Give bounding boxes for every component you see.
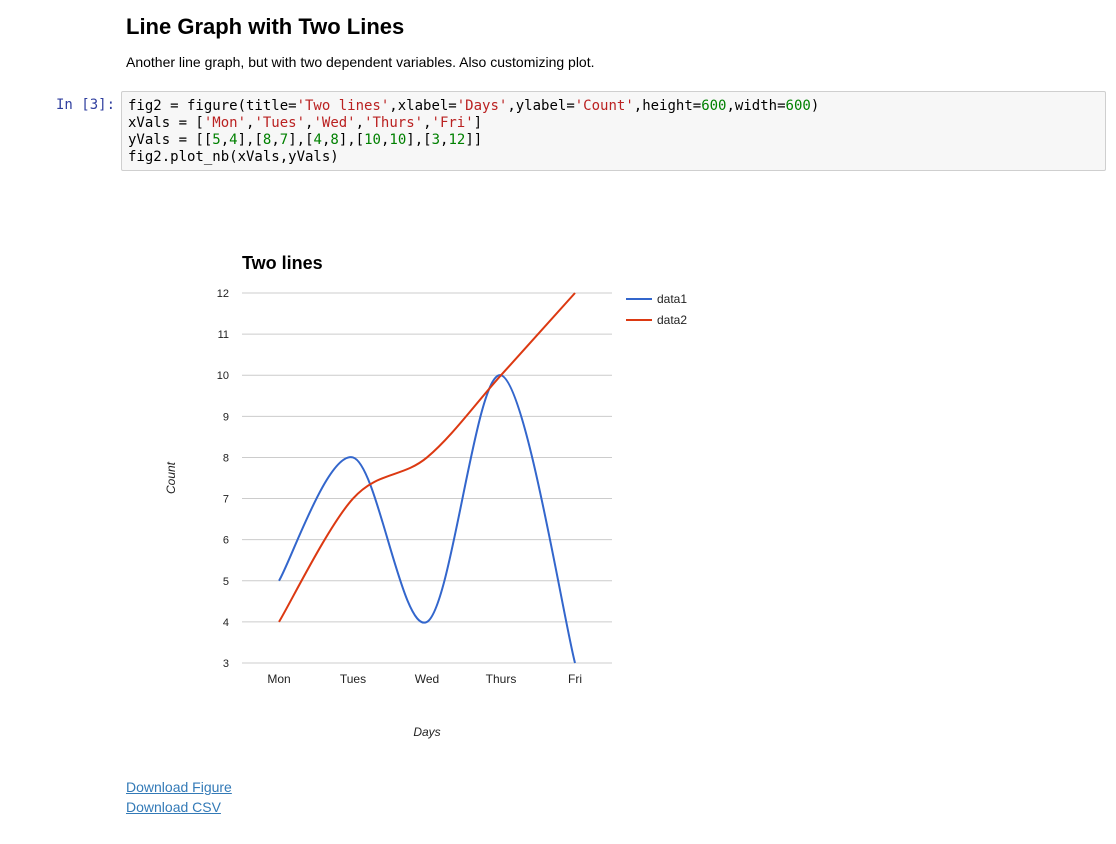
- code-token: ,: [440, 132, 449, 148]
- code-token: 'Days': [456, 98, 508, 114]
- markdown-description: Another line graph, but with two depende…: [126, 54, 595, 70]
- y-tick-label: 5: [223, 576, 229, 588]
- code-token: 'Thurs': [364, 115, 424, 131]
- code-token: ],[: [237, 132, 263, 148]
- code-token: xVals = [: [128, 115, 204, 131]
- y-axis-label: Count: [164, 461, 178, 494]
- y-tick-label: 8: [223, 452, 229, 464]
- code-token: 8: [330, 132, 339, 148]
- code-token: 5: [212, 132, 221, 148]
- code-token: ,: [423, 115, 432, 131]
- x-axis-label: Days: [413, 725, 440, 739]
- x-tick-label: Thurs: [486, 672, 517, 686]
- code-line: yVals = [[5,4],[8,7],[4,8],[10,10],[3,12…: [128, 132, 1099, 149]
- code-token: ): [810, 98, 820, 114]
- y-tick-label: 10: [217, 370, 229, 382]
- code-token: ,: [220, 132, 230, 148]
- y-tick-label: 9: [223, 411, 229, 423]
- x-tick-label: Mon: [267, 672, 290, 686]
- legend-label: data1: [657, 292, 687, 306]
- markdown-heading: Line Graph with Two Lines: [126, 14, 405, 39]
- legend-label: data2: [657, 313, 687, 327]
- y-tick-label: 12: [217, 288, 229, 300]
- x-tick-label: Fri: [568, 672, 582, 686]
- x-tick-label: Tues: [340, 672, 366, 686]
- code-token: ,xlabel=: [389, 98, 457, 114]
- code-line: xVals = ['Mon','Tues','Wed','Thurs','Fri…: [128, 115, 1099, 132]
- code-token: 7: [279, 132, 289, 148]
- code-token: ]: [473, 115, 483, 131]
- y-tick-label: 11: [218, 329, 229, 341]
- code-token: ],[: [406, 132, 432, 148]
- code-token: 'Two lines': [296, 98, 390, 114]
- code-token: fig2.plot_nb(xVals,yVals): [128, 149, 339, 165]
- code-token: ,height=: [633, 98, 702, 114]
- code-token: 'Mon': [203, 115, 247, 131]
- code-token: yVals = [[: [128, 132, 213, 148]
- series-line-data1: [278, 374, 576, 664]
- code-token: 3: [431, 132, 441, 148]
- code-token: ,: [271, 132, 280, 148]
- x-tick-label: Wed: [415, 672, 439, 686]
- y-tick-label: 4: [223, 617, 229, 629]
- code-line: fig2 = figure(title='Two lines',xlabel='…: [128, 98, 1099, 115]
- code-token: 4: [313, 132, 322, 148]
- y-tick-label: 3: [223, 658, 229, 670]
- code-token: 'Wed': [313, 115, 356, 131]
- code-token: ,: [355, 115, 365, 131]
- code-token: fig2 = figure(title=: [128, 98, 297, 114]
- code-token: ,: [380, 132, 390, 148]
- code-token: 600: [701, 98, 727, 114]
- code-token: 600: [785, 98, 811, 114]
- code-token: ,ylabel=: [507, 98, 575, 114]
- code-token: ]]: [465, 132, 483, 148]
- code-token: 8: [262, 132, 272, 148]
- code-token: 12: [448, 132, 466, 148]
- chart-title: Two lines: [242, 253, 323, 273]
- y-tick-label: 7: [223, 494, 229, 506]
- code-token: ,: [246, 115, 255, 131]
- code-token: 'Fri': [431, 115, 474, 131]
- code-token: ,: [321, 132, 331, 148]
- download-csv-link[interactable]: Download CSV: [126, 799, 221, 815]
- code-token: 10: [389, 132, 407, 148]
- series-line-data2: [278, 292, 576, 623]
- code-token: ],[: [338, 132, 365, 148]
- cell-prompt: In [3]:: [56, 97, 116, 113]
- code-token: ,width=: [726, 98, 786, 114]
- code-token: ,: [305, 115, 314, 131]
- code-line: fig2.plot_nb(xVals,yVals): [128, 149, 1099, 166]
- code-token: 'Count': [574, 98, 634, 114]
- code-token: 10: [364, 132, 381, 148]
- code-token: ],[: [288, 132, 314, 148]
- code-cell-editor[interactable]: fig2 = figure(title='Two lines',xlabel='…: [121, 91, 1106, 171]
- code-token: 'Tues': [254, 115, 306, 131]
- download-figure-link[interactable]: Download Figure: [126, 779, 232, 795]
- code-token: 4: [229, 132, 238, 148]
- y-tick-label: 6: [223, 535, 229, 547]
